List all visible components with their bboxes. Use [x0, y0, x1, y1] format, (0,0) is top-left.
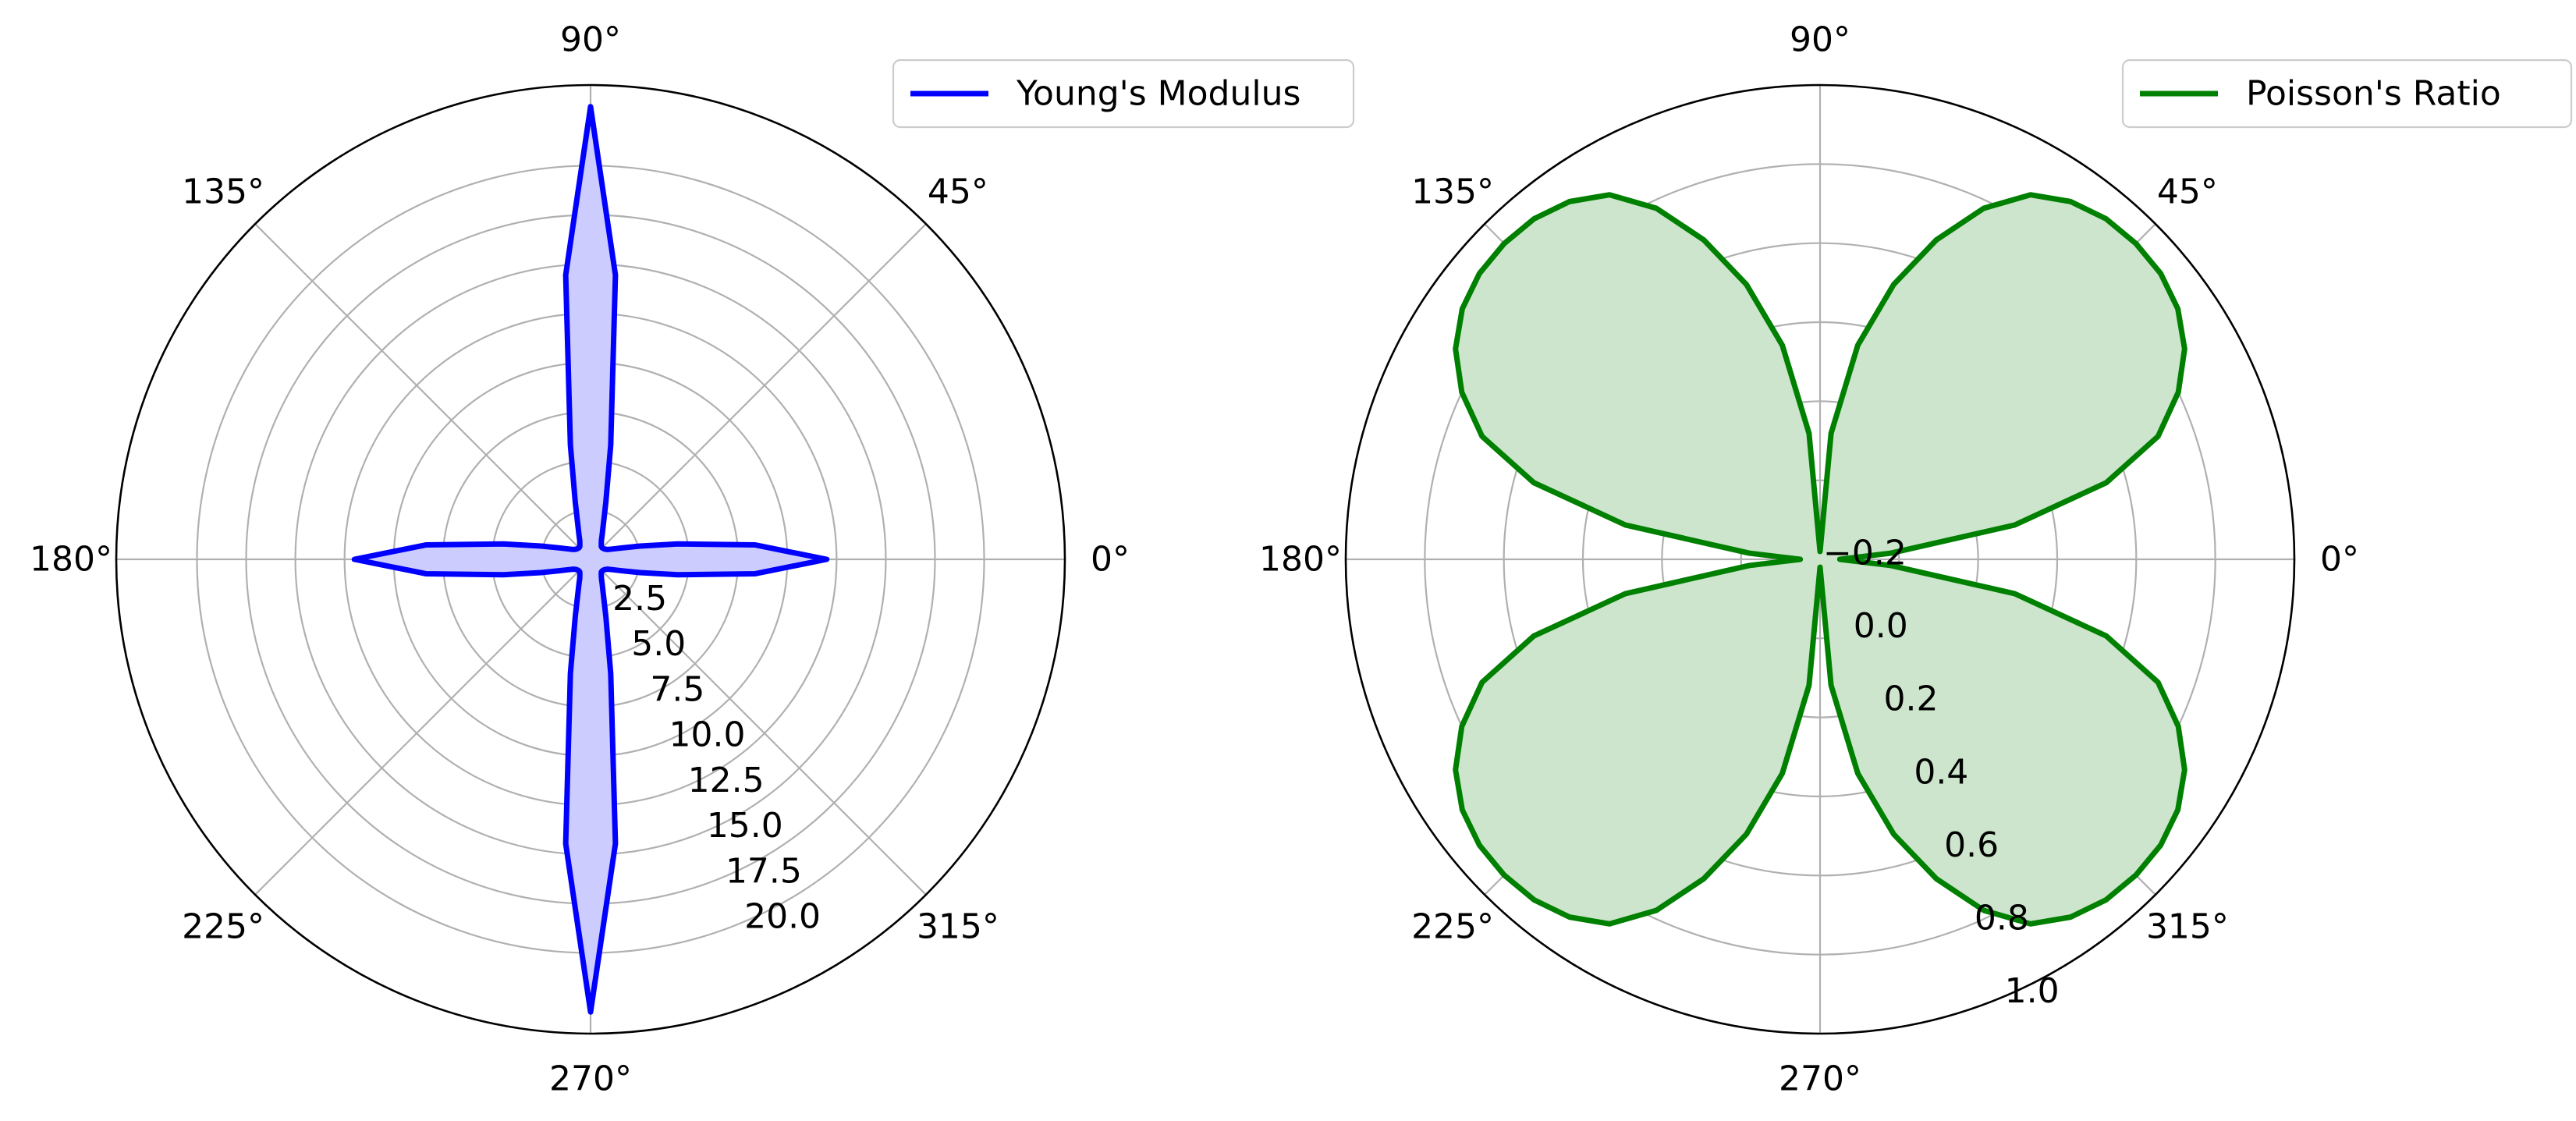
theta-tick-label: 0° — [1091, 540, 1130, 580]
theta-tick-label: 225° — [182, 906, 264, 946]
r-tick-label: 0.4 — [1914, 752, 1968, 792]
r-tick-label: 15.0 — [707, 806, 783, 846]
young-modulus-polar-plot: 0° 45° 90° 135° 180° 225° 270° 315° 2.5 5.0 7.5 10.… — [30, 20, 1355, 1099]
r-tick-label: 2.5 — [612, 579, 667, 619]
theta-tick-label: 90° — [560, 20, 621, 60]
polar-frame — [1344, 83, 2296, 1035]
r-tick-label: 1.0 — [2005, 971, 2060, 1011]
theta-tick-label: 135° — [182, 172, 264, 212]
r-tick-label: −0.2 — [1823, 534, 1907, 573]
series-line — [1453, 192, 2187, 927]
grid-spoke — [254, 559, 591, 896]
legend-box — [892, 59, 1355, 129]
polar-frame — [115, 83, 1066, 1035]
theta-tick-label: 135° — [1411, 172, 1494, 212]
r-tick-label: 0.0 — [1854, 606, 1908, 646]
theta-tick-label: 225° — [1411, 906, 1494, 946]
r-tick-label: 0.8 — [1975, 899, 2029, 938]
grid-spoke — [590, 223, 927, 560]
theta-tick-label: 315° — [2146, 906, 2229, 946]
legend: Young's Modulus — [892, 59, 1355, 129]
r-tick-label: 12.5 — [688, 761, 765, 800]
r-tick-label: 10.0 — [669, 715, 746, 755]
series-fill-area — [1455, 194, 2185, 924]
r-tick-label: 5.0 — [631, 624, 686, 664]
r-tick-label: 0.2 — [1884, 679, 1939, 719]
theta-tick-label: 270° — [549, 1059, 632, 1099]
series-line — [351, 104, 830, 1015]
theta-tick-label: 45° — [2157, 172, 2218, 212]
theta-tick-label: 270° — [1779, 1059, 1861, 1099]
theta-tick-label: 90° — [1790, 20, 1850, 60]
r-tick-label: 17.5 — [726, 851, 802, 891]
r-tick-label: 7.5 — [650, 669, 704, 709]
legend-label: Poisson's Ratio — [2246, 74, 2501, 114]
theta-tick-label: 180° — [1259, 540, 1342, 580]
r-tick-label: 0.6 — [1944, 825, 1999, 865]
series-fill-area — [354, 106, 827, 1013]
legend-label: Young's Modulus — [1016, 74, 1300, 114]
theta-tick-label: 180° — [30, 540, 112, 580]
poisson-ratio-polar-plot: 0° 45° 90° 135° 180° 225° 270° 315° −0.2 0.0 0.2 0.… — [1259, 20, 2573, 1099]
theta-tick-label: 0° — [2320, 540, 2359, 580]
r-tick-label: 20.0 — [744, 897, 821, 937]
grid-spoke — [590, 559, 927, 896]
theta-tick-label: 45° — [928, 172, 988, 212]
legend-box — [2121, 59, 2573, 129]
grid-spoke — [254, 223, 591, 560]
theta-tick-label: 315° — [917, 906, 999, 946]
legend: Poisson's Ratio — [2121, 59, 2573, 129]
